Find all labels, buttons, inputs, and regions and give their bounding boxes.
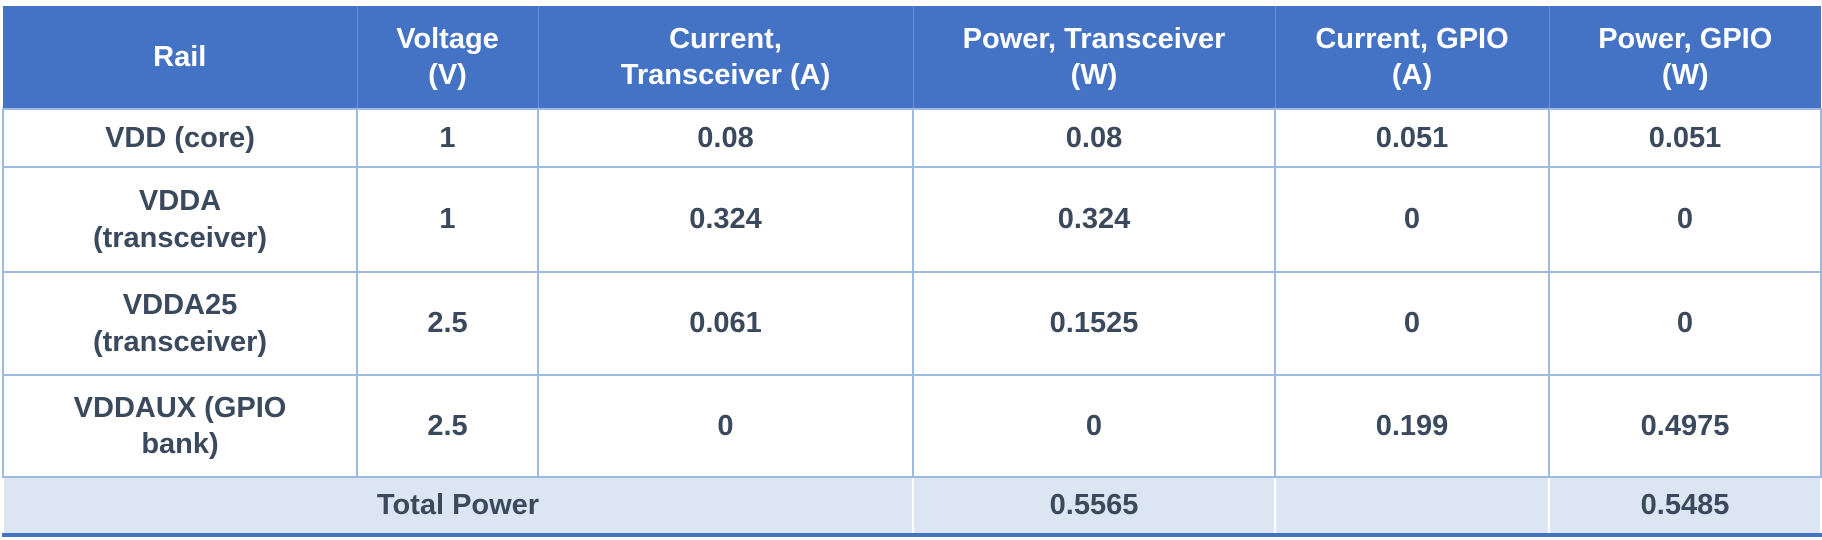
value-cell: 0.051 [1548,108,1822,167]
total-power-transceiver: 0.5565 [912,476,1276,537]
table-body: VDD (core) 1 0.08 0.08 0.051 0.051 VDDA (trans… [2,108,1822,537]
total-power-gpio: 0.5485 [1548,476,1822,537]
rail-cell: VDDA25 (transceiver) [2,271,358,375]
column-header: Current, Transceiver (A) [537,6,913,109]
value-cell: 2.5 [356,374,539,477]
value-cell: 0.061 [537,271,914,375]
value-cell: 0.4975 [1548,374,1822,477]
table-row: VDDAUX (GPIO bank) 2.5 0 0 0.199 0.4975 [2,374,1822,477]
value-cell: 0 [537,374,914,477]
column-header: Voltage (V) [356,6,538,109]
column-header: Current, GPIO (A) [1274,6,1549,109]
value-cell: 1 [356,108,539,167]
value-cell: 0.051 [1274,108,1550,167]
empty-cell [1274,476,1550,537]
value-cell: 0 [1274,271,1550,375]
rail-cell: VDDAUX (GPIO bank) [2,374,358,477]
table-row: VDD (core) 1 0.08 0.08 0.051 0.051 [2,108,1822,167]
value-cell: 0.324 [537,166,914,272]
value-cell: 0 [912,374,1276,477]
column-header: Rail [3,6,357,109]
table-row: VDDA25 (transceiver) 2.5 0.061 0.1525 0 0 [2,271,1822,375]
value-cell: 0 [1274,166,1550,272]
table-row: VDDA (transceiver) 1 0.324 0.324 0 0 [2,166,1822,272]
header-row: Rail Voltage (V) Current, Transceiver (A) P… [3,6,1821,109]
value-cell: 2.5 [356,271,539,375]
rail-cell: VDD (core) [2,108,358,167]
total-label: Total Power [2,476,914,537]
value-cell: 0 [1548,271,1822,375]
rail-cell: VDDA (transceiver) [2,166,358,272]
value-cell: 0.1525 [912,271,1276,375]
value-cell: 0.324 [912,166,1276,272]
value-cell: 0.08 [912,108,1276,167]
column-header: Power, GPIO (W) [1548,6,1821,109]
power-table: Rail Voltage (V) Current, Transceiver (A) P… [2,6,1822,537]
total-row: Total Power 0.5565 0.5485 [2,476,1822,537]
value-cell: 0.199 [1274,374,1550,477]
value-cell: 1 [356,166,539,272]
value-cell: 0.08 [537,108,914,167]
value-cell: 0 [1548,166,1822,272]
column-header: Power, Transceiver (W) [912,6,1275,109]
